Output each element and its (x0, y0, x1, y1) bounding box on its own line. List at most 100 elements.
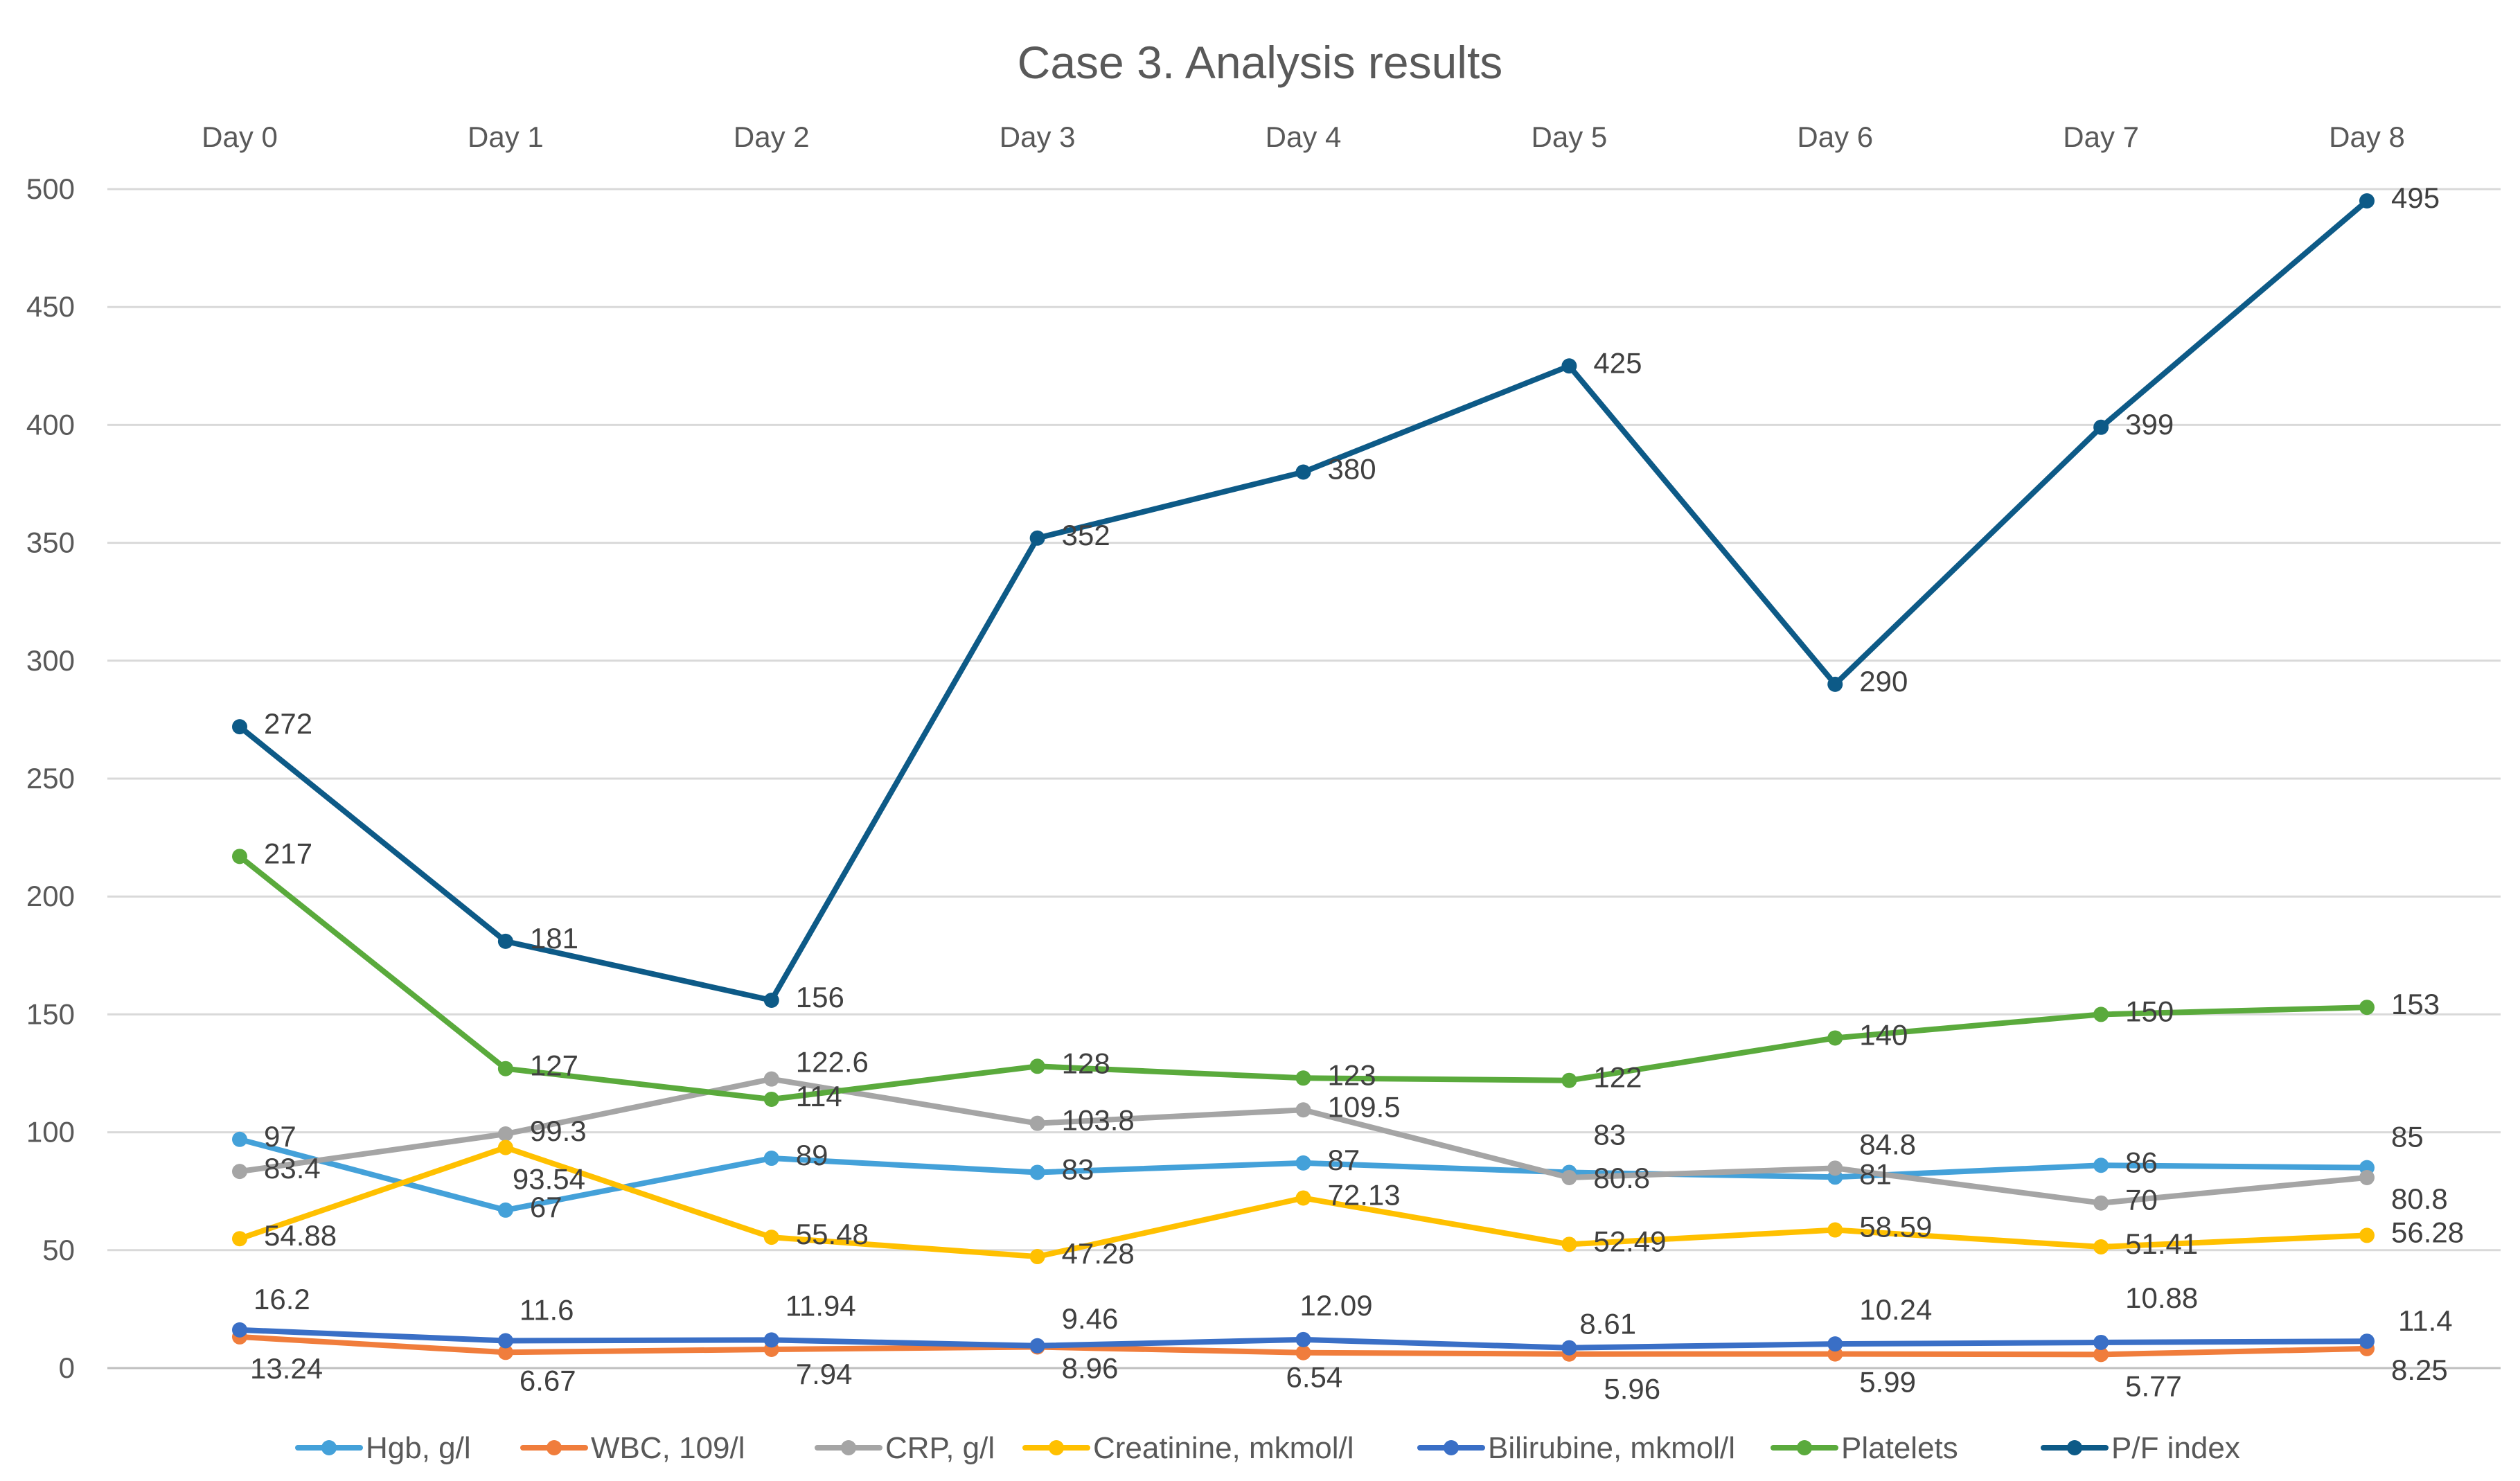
data-point (763, 1151, 779, 1167)
data-label: 87 (1328, 1144, 1360, 1176)
data-label: 114 (796, 1080, 842, 1112)
data-label: 495 (2391, 181, 2440, 214)
data-label: 217 (264, 837, 312, 869)
y-tick-label: 400 (26, 408, 75, 441)
data-point (2093, 1347, 2109, 1363)
data-point (1295, 1070, 1311, 1086)
data-point (1029, 1338, 1045, 1354)
data-point (497, 1202, 513, 1218)
x-tick-label: Day 0 (202, 121, 278, 153)
data-labels: 97 67 89 83 87 83 81 86 85 13.24 6.67 7.94 8.96 6.54 5… (250, 181, 2464, 1405)
data-label: 181 (530, 922, 578, 955)
data-label: 127 (530, 1049, 578, 1082)
data-label: 11.4 (2398, 1304, 2453, 1337)
data-label: 380 (1328, 452, 1376, 485)
data-point (232, 1231, 247, 1247)
data-label: 11.94 (786, 1289, 856, 1322)
data-point (1295, 1102, 1311, 1118)
data-point (232, 1131, 247, 1147)
y-tick-label: 450 (26, 290, 75, 323)
data-point (232, 849, 247, 864)
data-point (763, 1071, 779, 1087)
data-point (763, 1230, 779, 1245)
data-point (497, 1061, 513, 1076)
data-point (497, 933, 513, 949)
data-point (2093, 1158, 2109, 1173)
data-label: 83.4 (264, 1152, 321, 1185)
chart-title: Case 3. Analysis results (1017, 37, 1503, 88)
y-tick-label: 150 (26, 997, 75, 1030)
data-label: 8.61 (1579, 1308, 1636, 1340)
data-point (1827, 1160, 1843, 1176)
data-label: 5.96 (1604, 1373, 1660, 1405)
data-point (1827, 1336, 1843, 1352)
data-label: 122 (1593, 1061, 1642, 1094)
data-point (2359, 1227, 2375, 1243)
data-label: 83 (1062, 1153, 1094, 1185)
data-point (1029, 530, 1045, 546)
data-label: 425 (1593, 346, 1642, 379)
legend-item: Bilirubine, mkmol/l (1417, 1431, 1735, 1465)
legend-item: CRP, g/l (815, 1431, 995, 1465)
data-point (763, 1091, 779, 1107)
data-label: 80.8 (1593, 1162, 1650, 1194)
data-point (2359, 1333, 2375, 1349)
data-point (1295, 464, 1311, 480)
data-label: 123 (1328, 1058, 1376, 1091)
data-label: 52.49 (1593, 1225, 1666, 1257)
data-label: 352 (1062, 519, 1110, 551)
data-point (2359, 193, 2375, 209)
legend-marker (547, 1440, 562, 1455)
legend-item: Hgb, g/l (295, 1431, 471, 1465)
data-label: 6.67 (520, 1364, 576, 1396)
legend-label: Bilirubine, mkmol/l (1488, 1431, 1735, 1465)
legend-item: P/F index (2041, 1431, 2240, 1465)
data-point (2093, 1006, 2109, 1022)
x-tick-label: Day 7 (2063, 121, 2139, 153)
data-label: 5.99 (1859, 1366, 1916, 1399)
data-label: 54.88 (264, 1219, 337, 1252)
y-tick-label: 50 (42, 1234, 75, 1266)
legend-marker (321, 1440, 337, 1455)
data-label: 72.13 (1328, 1178, 1401, 1211)
data-point (2093, 1195, 2109, 1211)
data-point (763, 992, 779, 1008)
data-point (1295, 1190, 1311, 1206)
data-point (1029, 1115, 1045, 1131)
axes: 0 50 100 150 200 250 300 350 400 450 500 Day 0 Day 1… (26, 121, 2405, 1384)
data-label: 6.54 (1286, 1361, 1343, 1394)
legend-marker (841, 1440, 856, 1455)
legend-label: Hgb, g/l (366, 1431, 471, 1465)
data-point (1561, 358, 1577, 374)
data-point (1561, 1169, 1577, 1185)
data-label: 10.88 (2125, 1282, 2198, 1314)
data-point (1029, 1164, 1045, 1180)
y-tick-label: 250 (26, 762, 75, 795)
legend-label: Platelets (1841, 1431, 1958, 1465)
data-point (1295, 1331, 1311, 1347)
data-label: 11.6 (520, 1294, 574, 1327)
data-label: 290 (1859, 665, 1908, 698)
data-label: 156 (796, 981, 844, 1013)
data-point (1295, 1155, 1311, 1171)
legend: Hgb, g/l WBC, 109/l CRP, g/l Creatinine, mk… (295, 1431, 2240, 1465)
legend-item: WBC, 109/l (520, 1431, 745, 1465)
series-line (237, 198, 2370, 1003)
data-label: 99.3 (530, 1115, 587, 1147)
data-point (1561, 1236, 1577, 1252)
data-point (2093, 1334, 2109, 1350)
y-tick-label: 100 (26, 1116, 75, 1149)
data-point (2359, 1000, 2375, 1016)
data-point (232, 719, 247, 735)
data-label: 16.2 (254, 1283, 310, 1315)
data-point (2359, 1169, 2375, 1185)
data-point (2093, 419, 2109, 435)
data-label: 80.8 (2391, 1182, 2448, 1215)
legend-label: P/F index (2111, 1431, 2240, 1465)
data-label: 8.25 (2391, 1354, 2448, 1386)
data-point (1561, 1072, 1577, 1088)
data-label: 81 (1859, 1158, 1892, 1190)
y-tick-label: 500 (26, 172, 75, 205)
y-tick-label: 300 (26, 644, 75, 677)
data-point (1827, 1030, 1843, 1046)
